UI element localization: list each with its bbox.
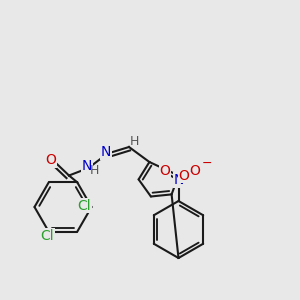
Text: N: N	[101, 145, 111, 159]
Text: +: +	[182, 167, 191, 177]
Text: N: N	[82, 160, 92, 173]
Text: N: N	[173, 173, 184, 187]
Text: O: O	[160, 164, 170, 178]
Text: O: O	[190, 164, 200, 178]
Text: Cl: Cl	[40, 229, 54, 243]
Text: H: H	[130, 135, 139, 148]
Text: −: −	[202, 157, 212, 169]
Text: Cl: Cl	[77, 199, 91, 212]
Text: O: O	[45, 154, 56, 167]
Text: O: O	[178, 169, 189, 182]
Text: H: H	[90, 164, 99, 177]
